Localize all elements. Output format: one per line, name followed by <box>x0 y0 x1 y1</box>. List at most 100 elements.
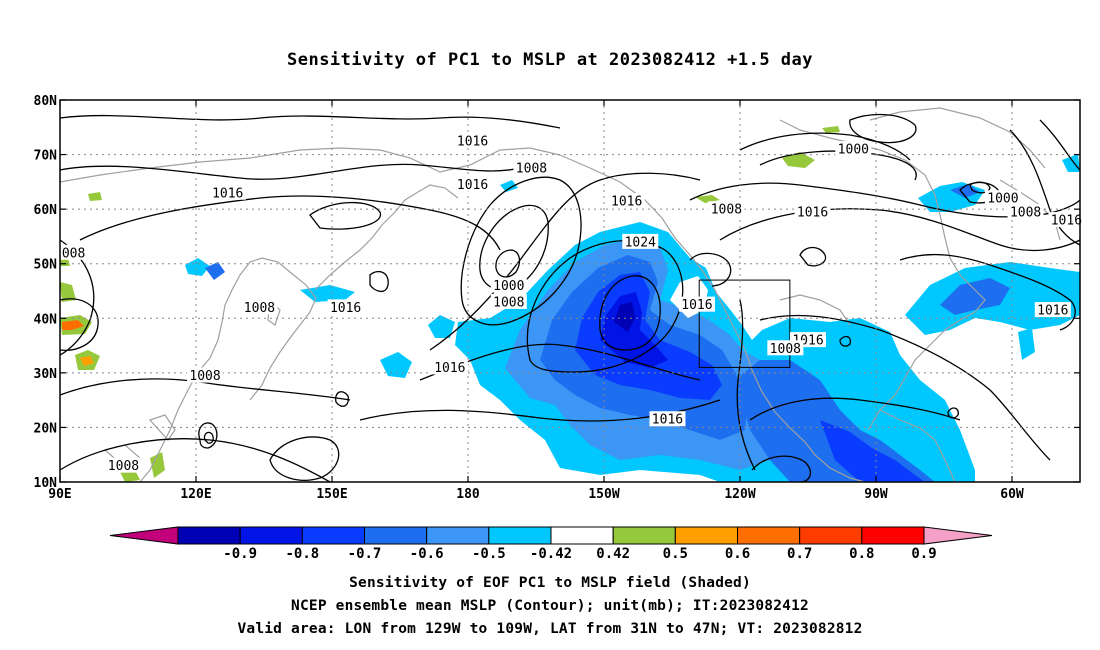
colorbar-label: 0.9 <box>911 546 936 562</box>
contour-label: 1016 <box>1051 214 1082 229</box>
colorbar-segment <box>426 526 490 545</box>
shading-green-2 <box>822 126 840 133</box>
colorbar-label: -0.5 <box>472 546 506 562</box>
contour-label-bg <box>513 160 550 176</box>
contour-label: 1008 <box>493 295 524 310</box>
contour-label-bg <box>454 176 491 192</box>
shading-atlantic-core <box>940 278 1010 315</box>
y-tick-label: 70N <box>34 149 58 164</box>
colorbar-segment <box>301 526 366 545</box>
colorbar-high-arrow <box>923 526 993 545</box>
colorbar-segment <box>364 526 428 545</box>
colorbar-label: -0.6 <box>410 546 444 562</box>
colorbar-label: 0.6 <box>725 546 750 562</box>
contour-label: 1016 <box>434 361 465 376</box>
colorbar-segment <box>737 526 801 545</box>
contour-label-bg <box>1048 212 1085 228</box>
contour-label-bg <box>649 411 686 427</box>
colorbar-label: 0.8 <box>849 546 874 562</box>
shading-patch-9 <box>1018 328 1035 360</box>
x-tick-label: 120E <box>180 487 211 502</box>
contour-label-bg <box>490 277 527 293</box>
y-tick-label: 50N <box>34 258 58 273</box>
shading-patch-3 <box>205 262 225 280</box>
shading-green-1 <box>782 152 815 168</box>
contour-label-bg <box>608 192 645 208</box>
shading-green-3 <box>695 195 720 203</box>
contour-label: 1008 <box>189 369 220 384</box>
colorbar-label: 0.5 <box>663 546 688 562</box>
colorbar-label: -0.42 <box>530 546 572 562</box>
lat-lon-grid <box>60 100 1080 482</box>
axes: 90E 120E 150E 180 150W 120W 90W 60W 10N 20N 30N 40N… <box>34 94 1080 502</box>
colorbar-label: 0.42 <box>596 546 630 562</box>
shading-green-4 <box>88 192 102 201</box>
y-tick-label: 80N <box>34 94 58 109</box>
contour-label-bg <box>59 244 88 260</box>
y-tick-label: 60N <box>34 203 58 218</box>
x-tick-label: 60W <box>1000 487 1024 502</box>
contour-label-bg <box>431 359 468 375</box>
colorbar-segment <box>861 526 925 545</box>
contour-label: 1008 <box>1010 205 1041 220</box>
contour-label: 1016 <box>330 301 361 316</box>
contour-label: 1008 <box>770 342 801 357</box>
contour-label: 1000 <box>493 279 524 294</box>
contour-label-bg <box>835 141 872 157</box>
shading-core <box>614 302 635 332</box>
shading-gulf <box>820 420 925 482</box>
x-tick-label: 180 <box>456 487 480 502</box>
contour-label-bg <box>1007 203 1044 219</box>
shading-green-9 <box>150 452 165 478</box>
contour-label: 1008 <box>108 459 139 474</box>
y-tick-label: 10N <box>34 476 58 491</box>
shading-orange-2 <box>80 356 94 366</box>
contour-label: 1016 <box>457 134 488 149</box>
shading-patch-10 <box>500 180 518 192</box>
contour-label-bg <box>1034 302 1071 318</box>
contour-label: 1008 <box>516 162 547 177</box>
contour-label-bg <box>490 293 527 309</box>
contour-label: 1016 <box>652 413 683 428</box>
caption-line-1: Sensitivity of EOF PC1 to MSLP field (Sh… <box>349 575 751 591</box>
colorbar-segment <box>239 526 303 545</box>
shading-green-5 <box>60 282 76 302</box>
colorbar-label: 0.7 <box>787 546 812 562</box>
shading-green-10 <box>120 470 140 482</box>
contour-label-bg <box>187 367 224 383</box>
x-tick-label: 120W <box>724 487 755 502</box>
contour-label-bg <box>241 299 278 315</box>
contour-label: 1016 <box>611 194 642 209</box>
caption-line-3: Valid area: LON from 129W to 109W, LAT f… <box>237 621 863 637</box>
contour-label-bg <box>708 201 745 217</box>
y-tick-label: 40N <box>34 312 58 327</box>
caption-line-2: NCEP ensemble mean MSLP (Contour); unit(… <box>291 598 809 614</box>
colorbar-segment <box>177 526 241 545</box>
colorbar-low-arrow <box>109 526 179 545</box>
x-tick-label: 150W <box>588 487 619 502</box>
shading-patch-1 <box>428 315 455 338</box>
contour-label: 1016 <box>212 186 243 201</box>
contour-label: 1008 <box>244 301 275 316</box>
shading-patch-7 <box>950 184 980 198</box>
colorbar-segment <box>488 526 552 545</box>
contour-label-bg <box>622 233 659 249</box>
colorbar-segment <box>799 526 863 545</box>
y-tick-label: 20N <box>34 421 58 436</box>
y-tick-label: 30N <box>34 367 58 382</box>
contour-label-bg <box>454 132 491 148</box>
shading-patch-8 <box>1062 154 1080 172</box>
shading-patch-5 <box>380 352 412 378</box>
shading-patch-2 <box>185 258 210 276</box>
shading-orange-1 <box>62 320 84 330</box>
contour-label-bg <box>209 184 246 200</box>
colorbar-label: -0.9 <box>223 546 257 562</box>
shading-strong-blue <box>575 272 722 400</box>
mslp-contours <box>60 113 1080 482</box>
contour-label-bg <box>767 340 804 356</box>
map-frame <box>59 99 1081 483</box>
colorbar-segment <box>550 526 614 545</box>
contour-label: 1016 <box>1037 304 1068 319</box>
